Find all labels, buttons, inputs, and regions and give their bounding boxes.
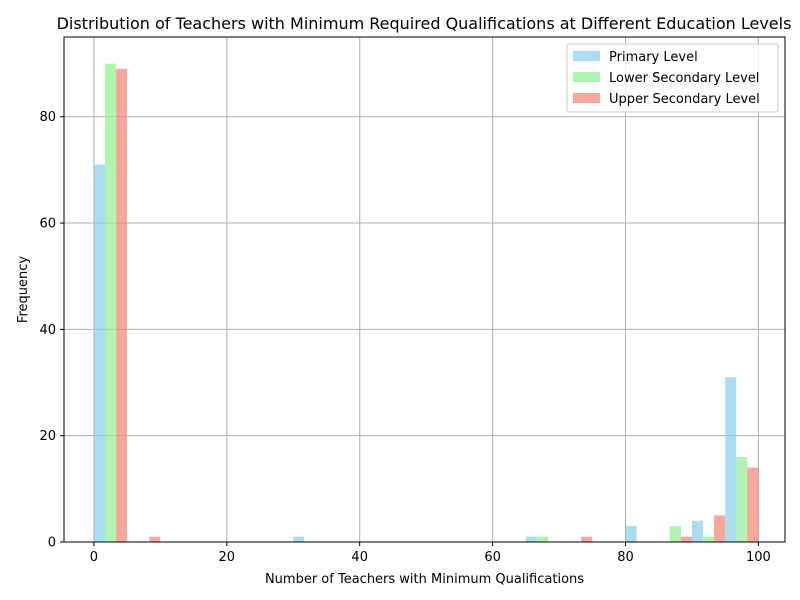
y-tick-label: 80 [39,110,56,125]
bar-primary-level [93,164,105,542]
bar-primary-level [691,520,704,542]
y-tick-label: 20 [39,429,56,444]
legend-swatch-primary-level [573,51,600,61]
chart-title: Distribution of Teachers with Minimum Re… [57,14,792,33]
legend-swatch-lower-secondary-level [573,72,600,82]
x-tick-label: 0 [90,550,98,565]
legend-label-primary-level: Primary Level [609,50,698,65]
bar-lower-secondary-level [736,456,748,542]
x-tick-label: 60 [484,550,501,565]
bar-lower-secondary-level [669,526,681,542]
legend-label-upper-secondary-level: Upper Secondary Level [609,92,760,107]
bar-upper-secondary-level [680,536,692,542]
legend: Primary Level Lower Secondary Level Upper … [566,43,779,113]
y-axis-label: Frequency [16,256,31,323]
bar-primary-level [625,526,637,542]
bar-lower-secondary-level [703,536,715,542]
legend-box [566,43,779,113]
y-tick-label: 60 [39,217,56,232]
bar-upper-secondary-level [116,68,128,542]
plot-frame [63,36,786,543]
grid-layer [64,37,785,543]
bar-primary-level [525,536,537,542]
legend-swatch-upper-secondary-level [573,93,600,103]
x-tick-label: 100 [746,550,771,565]
legend-label-lower-secondary-level: Lower Secondary Level [609,71,759,86]
x-tick-label: 80 [617,550,634,565]
y-tick-label: 40 [39,323,56,338]
bar-upper-secondary-level [581,536,593,542]
y-tick-label: 0 [48,536,56,551]
bar-upper-secondary-level [747,467,759,542]
bar-primary-level [293,536,305,542]
bar-lower-secondary-level [104,63,117,542]
x-tick-label: 40 [351,550,368,565]
bar-upper-secondary-level [149,536,161,542]
bar-upper-secondary-level [714,515,726,542]
bar-primary-level [725,377,737,542]
ticks-layer: 0 20 40 60 80 100 0 20 40 60 80 [39,110,770,565]
bars-layer [93,63,759,542]
x-axis-label: Number of Teachers with Minimum Qualific… [265,572,584,587]
bar-lower-secondary-level [536,536,548,542]
x-tick-label: 20 [219,550,236,565]
